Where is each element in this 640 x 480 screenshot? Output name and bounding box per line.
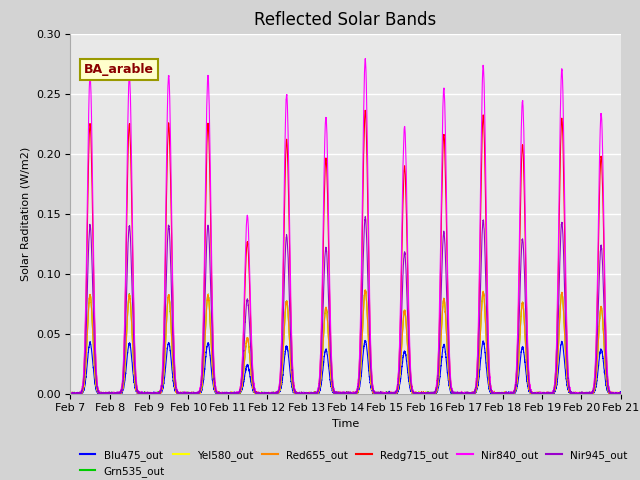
Yel580_out	[424, 391, 432, 396]
Yel580_out	[617, 391, 625, 396]
Yel580_out	[477, 313, 485, 319]
Yel580_out	[67, 391, 74, 396]
Blu475_out	[67, 390, 74, 396]
Y-axis label: Solar Raditation (W/m2): Solar Raditation (W/m2)	[20, 146, 30, 281]
Redg715_out	[67, 391, 74, 396]
Line: Red655_out: Red655_out	[70, 290, 621, 394]
Red655_out	[617, 391, 625, 396]
Red655_out	[67, 391, 74, 396]
Blu475_out	[166, 348, 174, 354]
Blu475_out	[477, 351, 485, 357]
Yel580_out	[277, 382, 285, 387]
Redg715_out	[277, 364, 285, 370]
Nir945_out	[277, 375, 285, 381]
Grn535_out	[424, 391, 432, 396]
Red655_out	[424, 391, 432, 396]
Line: Blu475_out: Blu475_out	[70, 340, 621, 394]
Line: Yel580_out: Yel580_out	[70, 289, 621, 394]
Legend: Blu475_out, Grn535_out, Yel580_out, Red655_out, Redg715_out, Nir840_out, Nir945_: Blu475_out, Grn535_out, Yel580_out, Red6…	[76, 445, 632, 480]
Grn535_out	[477, 313, 485, 319]
Blu475_out	[277, 384, 285, 390]
Title: Reflected Solar Bands: Reflected Solar Bands	[255, 11, 436, 29]
Nir840_out	[277, 360, 285, 365]
Redg715_out	[425, 391, 433, 396]
Red655_out	[277, 383, 285, 388]
Grn535_out	[166, 308, 174, 314]
Yel580_out	[397, 362, 404, 368]
Text: BA_arable: BA_arable	[84, 63, 154, 76]
Red655_out	[477, 313, 485, 319]
Nir945_out	[477, 258, 485, 264]
Line: Nir945_out: Nir945_out	[70, 216, 621, 394]
Yel580_out	[362, 287, 369, 292]
Blu475_out	[67, 391, 74, 396]
Nir840_out	[477, 132, 485, 138]
Redg715_out	[617, 391, 625, 396]
Grn535_out	[617, 390, 625, 396]
Nir945_out	[424, 390, 432, 396]
Nir840_out	[425, 390, 433, 396]
Grn535_out	[397, 360, 404, 366]
Nir840_out	[519, 106, 527, 112]
Red655_out	[397, 361, 404, 367]
Grn535_out	[67, 391, 74, 396]
Nir840_out	[617, 391, 625, 396]
Blu475_out	[362, 337, 369, 343]
Nir945_out	[362, 214, 369, 219]
Nir840_out	[397, 290, 404, 296]
Grn535_out	[519, 301, 527, 307]
X-axis label: Time: Time	[332, 419, 359, 429]
Redg715_out	[477, 171, 485, 177]
Nir945_out	[397, 342, 404, 348]
Red655_out	[166, 309, 174, 314]
Blu475_out	[519, 345, 527, 350]
Redg715_out	[519, 148, 527, 154]
Yel580_out	[519, 302, 527, 308]
Nir945_out	[67, 391, 74, 396]
Redg715_out	[397, 305, 404, 311]
Nir840_out	[67, 391, 74, 396]
Redg715_out	[67, 391, 74, 396]
Red655_out	[362, 288, 369, 293]
Blu475_out	[397, 376, 404, 382]
Nir840_out	[166, 134, 174, 140]
Yel580_out	[166, 310, 174, 315]
Line: Redg715_out: Redg715_out	[70, 110, 621, 394]
Blu475_out	[425, 390, 433, 396]
Redg715_out	[166, 172, 174, 178]
Grn535_out	[362, 288, 369, 293]
Line: Grn535_out: Grn535_out	[70, 290, 621, 394]
Blu475_out	[617, 391, 625, 396]
Nir840_out	[362, 56, 369, 61]
Nir945_out	[519, 239, 527, 245]
Grn535_out	[277, 383, 285, 389]
Nir945_out	[617, 391, 625, 396]
Nir945_out	[166, 252, 174, 258]
Red655_out	[519, 301, 527, 307]
Redg715_out	[362, 108, 369, 113]
Nir840_out	[67, 391, 74, 396]
Line: Nir840_out: Nir840_out	[70, 59, 621, 394]
